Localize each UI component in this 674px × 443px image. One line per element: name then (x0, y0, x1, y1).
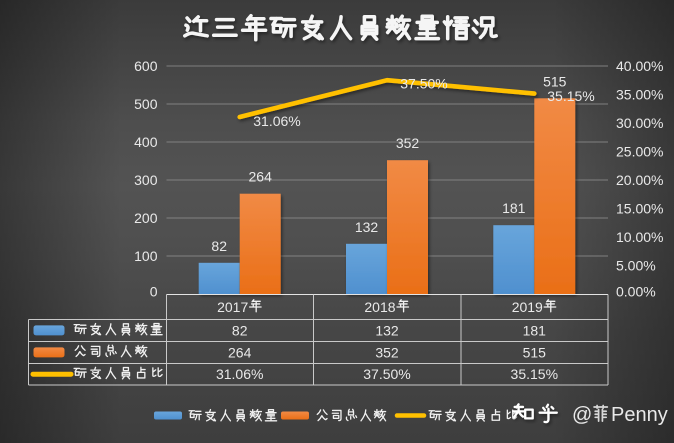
svg-text:264: 264 (228, 344, 252, 360)
svg-text:2017: 2017 (217, 299, 248, 315)
svg-text:25.00%: 25.00% (616, 144, 663, 160)
svg-text:@: @ (572, 404, 592, 426)
svg-text:40.00%: 40.00% (616, 58, 663, 74)
svg-text:181: 181 (523, 322, 547, 338)
svg-text:100: 100 (134, 248, 158, 264)
svg-text:15.00%: 15.00% (616, 201, 663, 217)
svg-text:35.15%: 35.15% (511, 366, 558, 382)
svg-text:0: 0 (150, 284, 158, 300)
svg-text:30.00%: 30.00% (616, 115, 663, 131)
svg-text:300: 300 (134, 172, 158, 188)
svg-text:400: 400 (134, 134, 158, 150)
svg-text:20.00%: 20.00% (616, 172, 663, 188)
svg-text:181: 181 (502, 200, 526, 216)
svg-text:200: 200 (134, 210, 158, 226)
svg-text:132: 132 (375, 322, 399, 338)
svg-text:132: 132 (355, 219, 379, 235)
svg-text:515: 515 (523, 344, 547, 360)
svg-text:5.00%: 5.00% (616, 258, 656, 274)
svg-text:37.50%: 37.50% (363, 366, 410, 382)
svg-text:500: 500 (134, 96, 158, 112)
svg-text:35.00%: 35.00% (616, 87, 663, 103)
svg-text:82: 82 (211, 238, 227, 254)
svg-text:31.06%: 31.06% (253, 113, 300, 129)
svg-text:37.50%: 37.50% (400, 76, 447, 92)
svg-text:10.00%: 10.00% (616, 229, 663, 245)
svg-text:Penny: Penny (611, 404, 668, 426)
svg-text:600: 600 (134, 58, 158, 74)
svg-text:352: 352 (375, 344, 399, 360)
svg-text:515: 515 (543, 73, 567, 89)
svg-text:352: 352 (396, 135, 420, 151)
svg-text:264: 264 (249, 169, 273, 185)
svg-text:0.00%: 0.00% (616, 284, 656, 300)
svg-text:2019: 2019 (512, 299, 543, 315)
svg-text:2018: 2018 (364, 299, 395, 315)
svg-text:31.06%: 31.06% (216, 366, 263, 382)
svg-text:82: 82 (232, 322, 248, 338)
svg-text:35.15%: 35.15% (547, 88, 594, 104)
